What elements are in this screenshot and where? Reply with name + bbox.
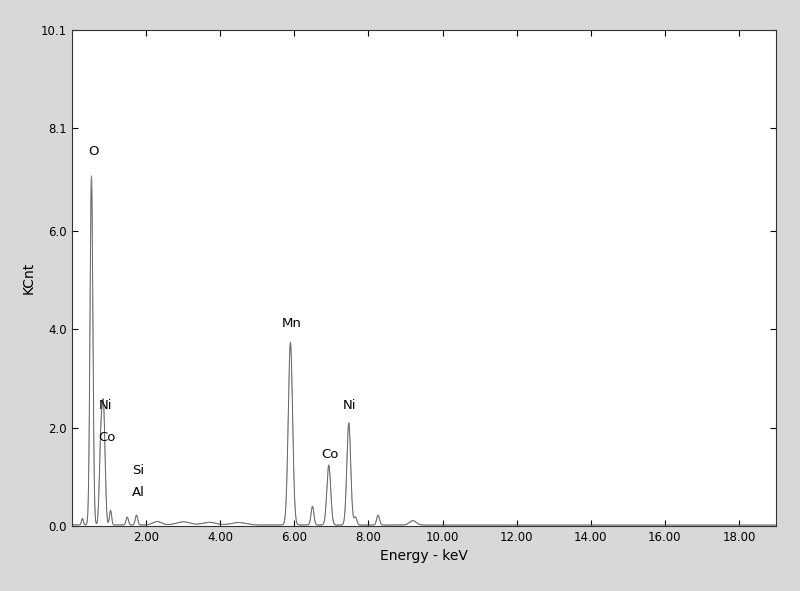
Text: O: O	[88, 145, 99, 158]
Text: Co: Co	[98, 431, 116, 444]
X-axis label: Energy - keV: Energy - keV	[380, 550, 468, 563]
Text: Al: Al	[132, 486, 145, 499]
Text: Co: Co	[321, 448, 338, 461]
Y-axis label: KCnt: KCnt	[22, 262, 35, 294]
Text: Mn: Mn	[282, 317, 302, 330]
Text: Si: Si	[132, 465, 144, 478]
Text: Ni: Ni	[343, 399, 357, 412]
Text: Ni: Ni	[98, 399, 112, 412]
